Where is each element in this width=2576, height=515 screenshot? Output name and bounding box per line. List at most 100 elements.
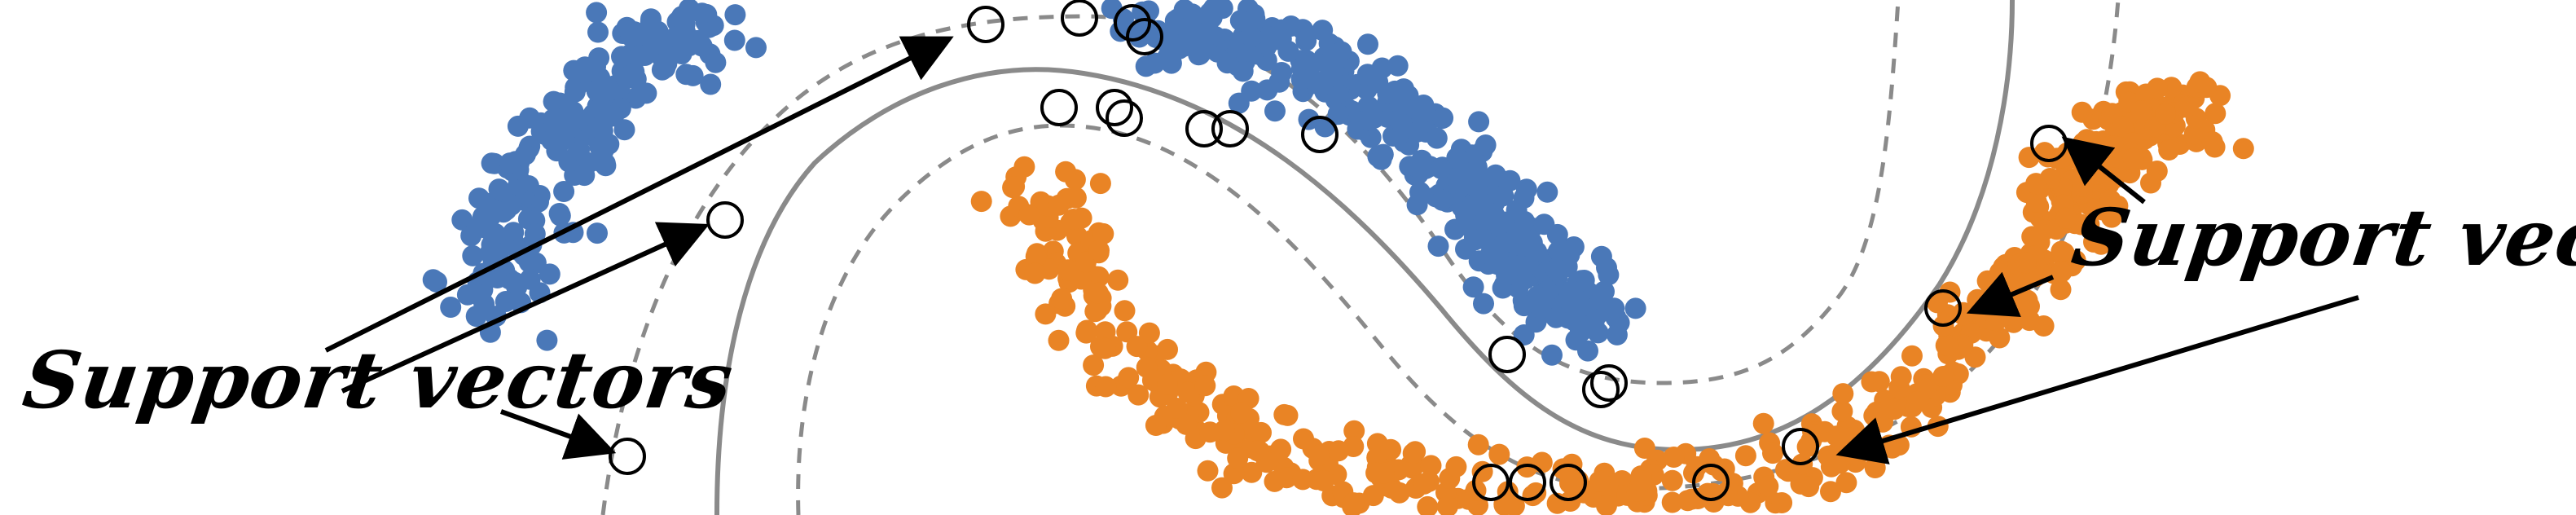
arrow-right-1	[2061, 136, 2146, 205]
data-point	[1241, 461, 1263, 483]
data-point	[622, 63, 644, 85]
class-a-points	[422, 0, 1646, 366]
data-point	[616, 16, 638, 38]
data-point	[1771, 492, 1793, 513]
data-point	[1475, 134, 1497, 156]
data-point	[1752, 412, 1774, 434]
data-point	[1271, 62, 1293, 83]
data-point	[589, 135, 611, 157]
arrow-left-2	[341, 222, 710, 394]
support-vector-ring	[1509, 464, 1546, 501]
arrow-right-3	[1835, 295, 2359, 464]
data-point	[559, 98, 581, 120]
data-point	[1661, 469, 1683, 491]
data-point	[1661, 491, 1683, 513]
data-point	[1541, 344, 1563, 366]
data-point	[1065, 187, 1087, 209]
data-point	[1126, 336, 1148, 358]
data-point	[1890, 366, 1912, 388]
data-point	[1432, 107, 1454, 129]
data-point	[1197, 460, 1219, 482]
data-point	[1775, 459, 1796, 481]
data-point	[1241, 26, 1263, 48]
data-point	[1985, 310, 2007, 332]
data-point	[2146, 161, 2168, 182]
data-point	[1211, 477, 1233, 499]
data-point	[503, 271, 525, 293]
data-point	[1406, 194, 1428, 216]
data-point	[1168, 37, 1190, 59]
data-point	[1590, 288, 1611, 310]
data-point	[1513, 324, 1535, 346]
data-point	[564, 81, 586, 103]
data-point	[1488, 443, 1510, 465]
data-point	[1051, 288, 1073, 310]
data-point	[2189, 71, 2211, 93]
data-point	[2112, 116, 2134, 138]
data-point	[1563, 285, 1585, 307]
data-point	[1128, 384, 1150, 406]
data-point	[611, 46, 632, 68]
data-point	[1531, 451, 1553, 473]
data-point	[548, 203, 570, 224]
arrow-left-3	[499, 409, 617, 460]
data-point	[451, 209, 473, 231]
data-point	[1114, 300, 1136, 322]
data-point	[470, 214, 492, 236]
data-point	[1510, 254, 1532, 276]
data-point	[2051, 240, 2073, 262]
support-vector-ring	[609, 438, 646, 475]
data-point	[1227, 447, 1249, 469]
arrow-left-1	[324, 36, 954, 353]
data-point	[503, 222, 525, 244]
data-point	[1436, 495, 1458, 515]
data-point	[1426, 127, 1448, 149]
data-point	[1832, 383, 1854, 405]
data-point	[1157, 373, 1178, 395]
support-vector-ring	[967, 6, 1004, 43]
data-point	[2033, 315, 2055, 337]
data-point	[1018, 204, 1040, 226]
data-point	[558, 117, 580, 139]
data-point	[2183, 123, 2205, 145]
data-point	[1089, 173, 1111, 195]
data-point	[1264, 470, 1286, 492]
data-point	[1598, 264, 1620, 286]
data-point	[2122, 147, 2144, 169]
data-point	[1932, 366, 1954, 387]
arrow-right-2	[1966, 271, 2055, 318]
data-point	[2050, 279, 2072, 301]
support-vector-ring	[1096, 89, 1133, 126]
data-point	[495, 291, 517, 312]
data-point	[1431, 158, 1453, 179]
data-point	[1095, 376, 1117, 398]
data-point	[538, 263, 560, 285]
support-vector-ring	[1924, 289, 1962, 327]
data-point	[674, 13, 696, 35]
data-point	[1290, 68, 1312, 90]
data-point	[634, 45, 656, 66]
data-point	[1295, 29, 1317, 51]
data-point	[1200, 23, 1222, 45]
data-point	[587, 21, 609, 43]
data-point	[1138, 322, 1160, 344]
data-point	[1406, 121, 1428, 143]
data-point	[1292, 469, 1314, 491]
data-point	[462, 244, 484, 266]
data-point	[1448, 148, 1470, 170]
data-point	[1083, 354, 1105, 376]
data-point	[1633, 438, 1655, 459]
data-point	[1624, 297, 1646, 319]
data-point	[1546, 223, 1568, 245]
data-point	[656, 53, 678, 75]
data-point	[1989, 327, 2011, 349]
data-point	[1901, 345, 1923, 367]
data-point	[1474, 210, 1496, 232]
data-point	[1798, 476, 1820, 498]
data-point	[426, 271, 447, 293]
data-point	[1402, 442, 1424, 464]
data-point	[1356, 64, 1378, 86]
data-point	[1214, 420, 1235, 442]
data-point	[1468, 111, 1490, 133]
data-point	[1088, 240, 1110, 262]
